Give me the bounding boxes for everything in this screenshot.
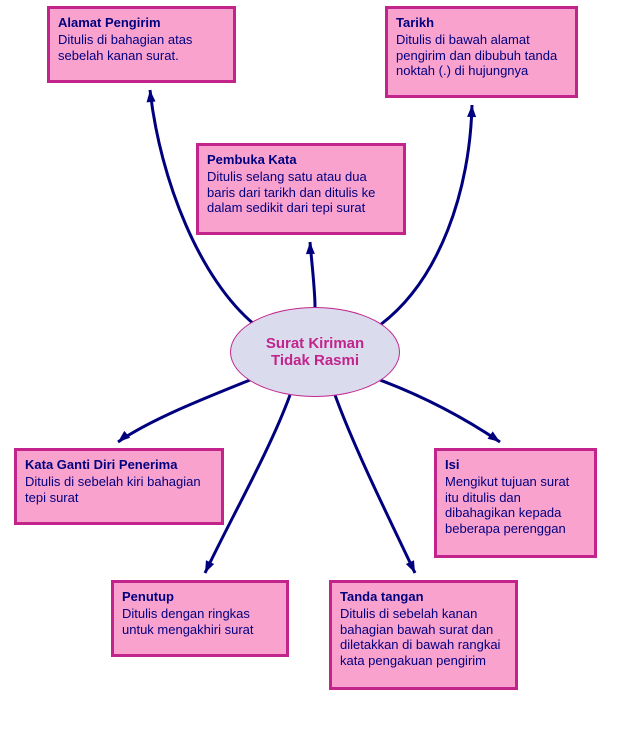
center-node: Surat KirimanTidak Rasmi <box>230 307 400 397</box>
box-desc: Ditulis di bawah alamat pengirim dan dib… <box>396 32 567 79</box>
box-title: Isi <box>445 457 586 472</box>
box-tarikh: Tarikh Ditulis di bawah alamat pengirim … <box>385 6 578 98</box>
box-desc: Ditulis di bahagian atas sebelah kanan s… <box>58 32 225 63</box>
box-isi: Isi Mengikut tujuan surat itu ditulis da… <box>434 448 597 558</box>
box-desc: Ditulis dengan ringkas untuk mengakhiri … <box>122 606 278 637</box>
box-desc: Ditulis di sebelah kiri bahagian tepi su… <box>25 474 213 505</box>
box-tanda-tangan: Tanda tangan Ditulis di sebelah kanan ba… <box>329 580 518 690</box>
center-label: Surat KirimanTidak Rasmi <box>266 335 364 369</box>
box-title: Tarikh <box>396 15 567 30</box>
box-title: Pembuka Kata <box>207 152 395 167</box>
box-penutup: Penutup Ditulis dengan ringkas untuk men… <box>111 580 289 657</box>
box-title: Tanda tangan <box>340 589 507 604</box>
box-desc: Mengikut tujuan surat itu ditulis dan di… <box>445 474 586 536</box>
box-pembuka-kata: Pembuka Kata Ditulis selang satu atau du… <box>196 143 406 235</box>
box-alamat-pengirim: Alamat Pengirim Ditulis di bahagian atas… <box>47 6 236 83</box>
box-kata-ganti-diri: Kata Ganti Diri Penerima Ditulis di sebe… <box>14 448 224 525</box>
box-title: Kata Ganti Diri Penerima <box>25 457 213 472</box>
box-desc: Ditulis selang satu atau dua baris dari … <box>207 169 395 216</box>
box-desc: Ditulis di sebelah kanan bahagian bawah … <box>340 606 507 668</box>
box-title: Penutup <box>122 589 278 604</box>
box-title: Alamat Pengirim <box>58 15 225 30</box>
